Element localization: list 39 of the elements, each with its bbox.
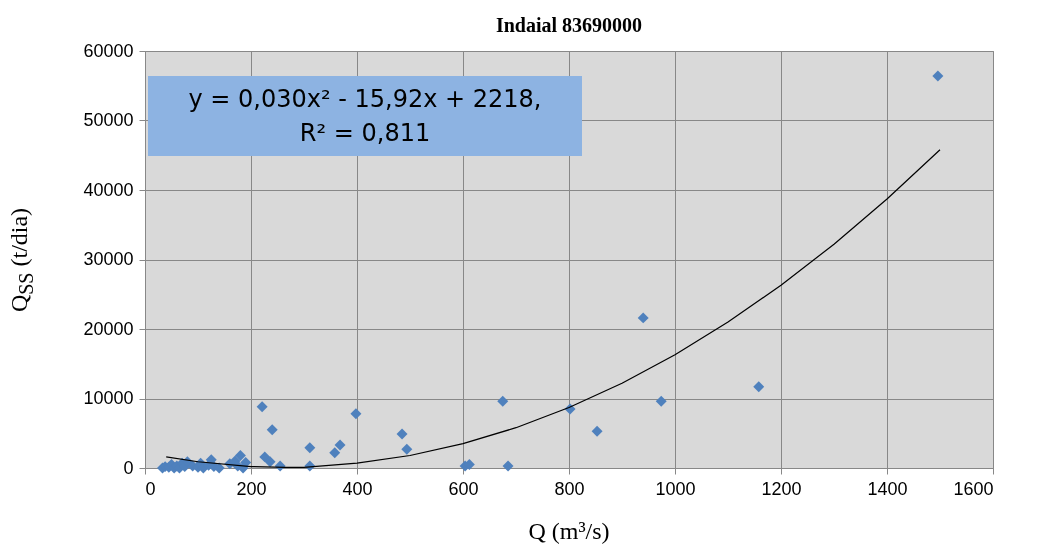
- y-tick-label: 30000: [83, 249, 134, 269]
- point: [334, 439, 346, 451]
- y-tick-label: 0: [123, 457, 134, 478]
- point: [396, 428, 408, 440]
- point: [350, 408, 362, 420]
- y-tick-label: 50000: [83, 110, 134, 130]
- y-tick-label: 10000: [83, 388, 134, 408]
- x-tick-label: 600: [448, 478, 479, 499]
- point: [266, 424, 278, 436]
- point: [256, 401, 268, 413]
- y-tick-label: 40000: [83, 179, 134, 200]
- point: [932, 70, 944, 82]
- point: [753, 381, 765, 393]
- x-tick-label: 1600: [953, 478, 994, 499]
- point: [655, 395, 667, 407]
- point: [637, 312, 649, 324]
- point: [234, 450, 246, 461]
- point: [259, 451, 271, 463]
- x-tick-label: 0: [145, 478, 156, 499]
- chart-title: Indaial 83690000: [495, 14, 643, 36]
- point: [497, 395, 509, 407]
- x-tick-label: 800: [554, 478, 585, 499]
- point: [264, 456, 276, 468]
- point: [401, 443, 413, 455]
- point: [502, 460, 514, 472]
- x-tick-label: 400: [342, 478, 373, 499]
- x-axis-title: Q (m³/s): [528, 518, 610, 545]
- point: [591, 425, 603, 437]
- annotation: y = 0,030x² - 15,92x + 2218,: [187, 84, 543, 115]
- x-tick-label: 1000: [655, 478, 696, 499]
- x-tick-label: 200: [236, 478, 267, 499]
- point: [304, 442, 316, 454]
- y-tick-label: 60000: [83, 40, 134, 61]
- equation-box: y = 0,030x² - 15,92x + 2218, R² = 0,811: [148, 76, 582, 156]
- x-tick-label: 1200: [761, 478, 802, 499]
- x-tick-label: 1400: [867, 478, 908, 499]
- annotation: R² = 0,811: [298, 118, 432, 149]
- y-tick-label: 20000: [83, 318, 134, 339]
- point: [329, 447, 341, 459]
